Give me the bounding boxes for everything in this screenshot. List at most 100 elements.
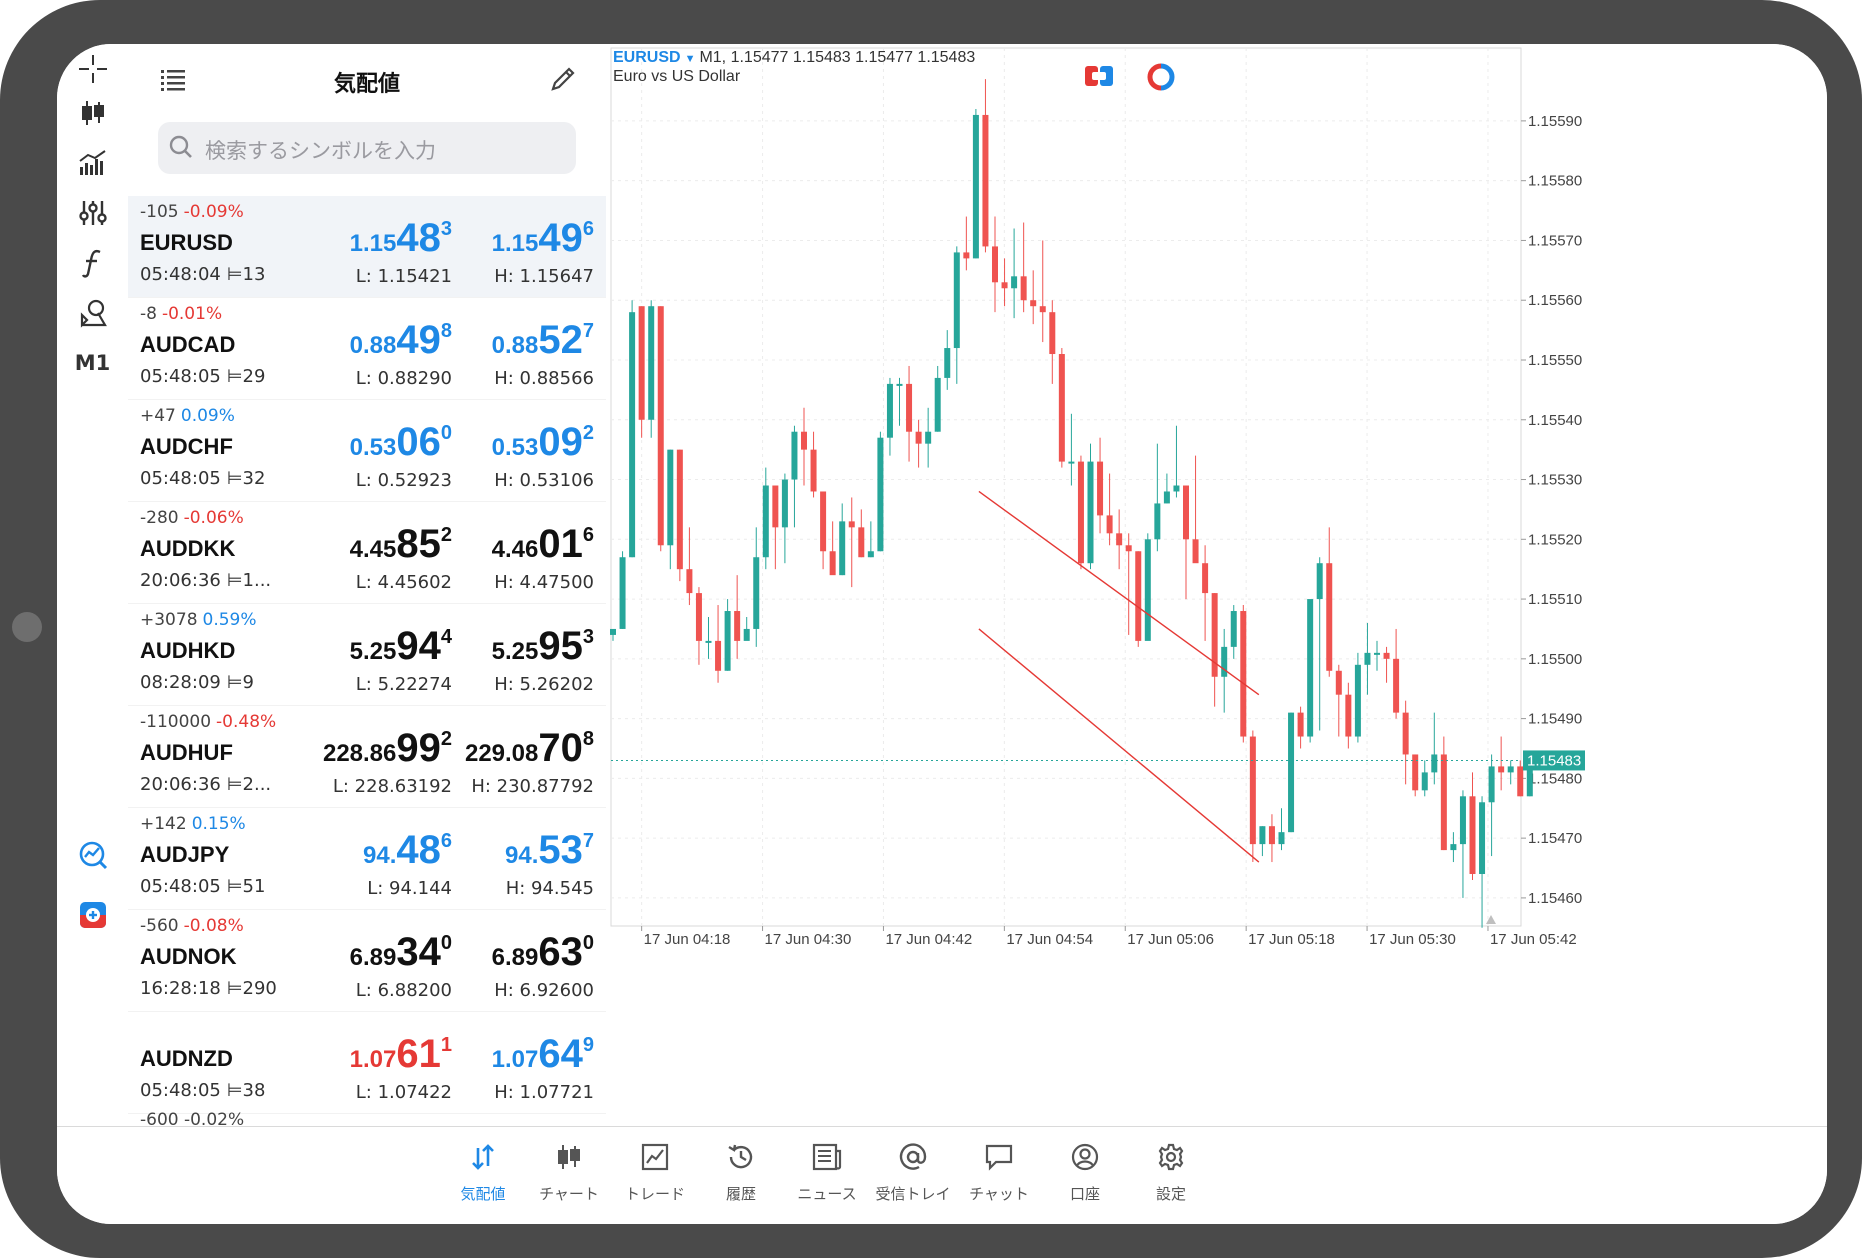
ask-price[interactable]: 0.53092 [492, 420, 594, 465]
account-icon [1035, 1137, 1135, 1177]
crosshair-icon[interactable] [57, 44, 128, 94]
bid-price-pips: 85 [396, 522, 441, 566]
bid-price[interactable]: 94.486 [363, 828, 452, 873]
candle-body [1459, 796, 1466, 845]
bid-price[interactable]: 1.15483 [350, 216, 452, 261]
ask-price[interactable]: 1.15496 [492, 216, 594, 261]
quote-time-value: 20:06:36 [140, 774, 221, 795]
indicators-icon[interactable] [57, 138, 128, 188]
chart-shift-marker [1486, 915, 1496, 924]
quotes-panel: 気配値 検索するシンボルを入力 -105 -0.09% EURUSD 05:48:04… [128, 44, 607, 1126]
candle-body [1249, 736, 1256, 845]
settings-sliders-icon[interactable] [57, 188, 128, 238]
candle-body [896, 383, 903, 386]
ask-price-prefix: 5.25 [491, 638, 539, 665]
new-order-icon[interactable] [57, 890, 128, 940]
bid-price[interactable]: 4.45852 [350, 522, 452, 567]
candles-icon [519, 1137, 619, 1177]
symbol-dropdown-icon[interactable]: ▼ [684, 53, 696, 65]
ask-price[interactable]: 4.46016 [492, 522, 594, 567]
candle-body [1230, 611, 1237, 647]
search-input[interactable]: 検索するシンボルを入力 [158, 122, 576, 174]
candle-body [705, 640, 712, 643]
one-click-trading-icon[interactable] [1084, 64, 1114, 92]
quote-row[interactable]: -280 -0.06% AUDDKK 20:06:36 ⊨1... 4.45852 4.46… [128, 502, 606, 604]
spread-icon: ⊨ [226, 366, 243, 387]
bid-price[interactable]: 0.53060 [350, 420, 452, 465]
nav-trade[interactable]: トレード [605, 1137, 705, 1204]
bid-price[interactable]: 5.25944 [350, 624, 452, 669]
quote-list: -105 -0.09% EURUSD 05:48:04 ⊨13 1.15483 1.1549… [128, 196, 606, 1114]
quote-row[interactable]: +47 0.09% AUDCHF 05:48:05 ⊨32 0.53060 0.53092 L… [128, 400, 606, 502]
candlestick-chart[interactable]: 1.15590 1.15580 1.15570 1.15560 1.15550 1.155… [606, 44, 1827, 1126]
nav-account[interactable]: 口座 [1035, 1137, 1135, 1204]
chart-ohlc: M1, 1.15477 1.15483 1.15477 1.15483 [699, 49, 976, 66]
function-icon[interactable] [57, 238, 128, 288]
candle-body [1374, 652, 1380, 655]
candle-body [1154, 503, 1161, 540]
quote-change [140, 1018, 145, 1038]
ask-price[interactable]: 94.537 [505, 828, 594, 873]
quote-change: +47 0.09% [140, 406, 235, 426]
bid-price-fraction: 4 [440, 626, 452, 648]
edit-pencil-icon[interactable] [548, 64, 582, 98]
bid-price[interactable]: 1.07611 [350, 1032, 452, 1077]
quote-row[interactable]: +3078 0.59% AUDHKD 08:28:09 ⊨9 5.25944 5.25953… [128, 604, 606, 706]
bid-price[interactable]: 6.89340 [350, 930, 452, 975]
quote-row[interactable]: -8 -0.01% AUDCAD 05:48:05 ⊨29 0.88498 0.88527 L… [128, 298, 606, 400]
y-tick-label: 1.15510 [1528, 591, 1582, 608]
ask-price[interactable]: 1.07649 [492, 1032, 594, 1077]
candles-icon[interactable] [57, 88, 128, 138]
spread-icon: ⊨ [226, 264, 243, 285]
ask-price[interactable]: 0.88527 [492, 318, 594, 363]
candle-body [1383, 652, 1390, 659]
search-placeholder: 検索するシンボルを入力 [205, 139, 436, 163]
change-points: -8 [140, 304, 157, 324]
bid-price-pips: 99 [396, 726, 441, 770]
candle-body [695, 593, 702, 641]
ask-price[interactable]: 6.89630 [492, 930, 594, 975]
ask-price-fraction: 6 [582, 524, 594, 546]
ask-price-prefix: 6.89 [491, 944, 539, 971]
list-menu-icon[interactable] [158, 64, 192, 98]
objects-icon[interactable] [57, 288, 128, 338]
quote-high: H: 94.545 [505, 878, 594, 899]
ask-price[interactable]: 229.08708 [465, 726, 594, 771]
candle-body [743, 628, 750, 641]
quote-row[interactable]: AUDNZD 05:48:05 ⊨38 1.07611 1.07649 L: 1.0742… [128, 1012, 606, 1114]
quote-low: L: 1.15421 [355, 266, 452, 287]
nav-news[interactable]: ニュース [777, 1137, 877, 1204]
quote-time: 05:48:05 ⊨51 [140, 876, 265, 897]
quote-row[interactable]: -110000 -0.48% AUDHUF 20:06:36 ⊨2... 228.8699… [128, 706, 606, 808]
quote-symbol: AUDCAD [140, 332, 236, 357]
x-tick-label: 17 Jun 04:18 [644, 931, 731, 948]
signals-icon[interactable] [57, 830, 128, 880]
market-activity-icon[interactable] [1146, 62, 1176, 96]
candle-body [1221, 646, 1228, 677]
quote-row[interactable]: -105 -0.09% EURUSD 05:48:04 ⊨13 1.15483 1.1549… [128, 196, 606, 298]
y-tick-label: 1.15550 [1528, 352, 1582, 369]
bid-price[interactable]: 228.86992 [323, 726, 452, 771]
quote-high: H: 1.07721 [494, 1082, 594, 1103]
nav-history[interactable]: 履歴 [691, 1137, 791, 1204]
chart-area[interactable]: 1.15590 1.15580 1.15570 1.15560 1.15550 1.155… [606, 44, 1827, 1126]
ask-price[interactable]: 5.25953 [492, 624, 594, 669]
nav-mailbox[interactable]: 受信トレイ [863, 1137, 963, 1204]
candle-body [1020, 276, 1027, 301]
quote-row[interactable]: +142 0.15% AUDJPY 05:48:05 ⊨51 94.486 94.537 L:… [128, 808, 606, 910]
ask-price-fraction: 0 [582, 932, 594, 954]
nav-quotes[interactable]: 気配値 [433, 1137, 533, 1204]
bid-price[interactable]: 0.88498 [350, 318, 452, 363]
timeframe-button[interactable]: M1 [74, 351, 111, 375]
chart-symbol[interactable]: EURUSD [613, 49, 681, 66]
candle-body [1125, 545, 1132, 552]
y-tick-label: 1.15540 [1528, 412, 1582, 429]
nav-chat[interactable]: チャット [949, 1137, 1049, 1204]
quote-spread: 1... [242, 570, 272, 591]
bid-price-pips: 49 [396, 318, 441, 362]
quote-row[interactable]: -560 -0.08% AUDNOK 16:28:18 ⊨290 6.89340 6.896… [128, 910, 606, 1012]
change-points: -110000 [140, 712, 212, 732]
app-screen: M1 気配値 検索するシンボルを入力 -1 [57, 44, 1827, 1224]
nav-chart[interactable]: チャート [519, 1137, 619, 1204]
nav-settings[interactable]: 設定 [1121, 1137, 1221, 1204]
